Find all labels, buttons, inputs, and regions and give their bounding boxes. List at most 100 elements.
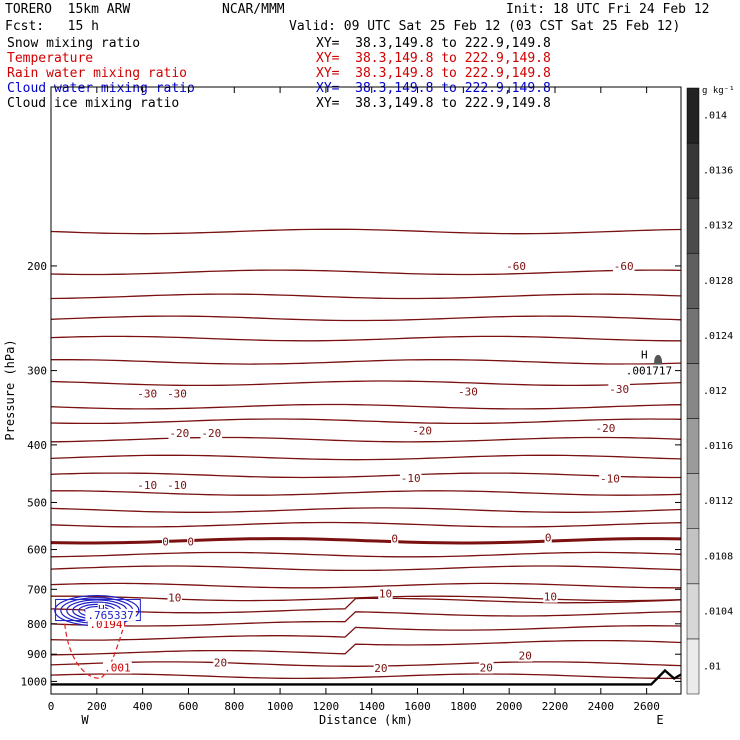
plot-frame	[50, 86, 682, 695]
contour-labels: -60 -60-30 -30 -30 -30-20 -20 -20 -20-10 -10-10-…	[85, 259, 675, 675]
colorbar-tick-label: .012	[703, 386, 727, 397]
temperature-label: 0	[545, 532, 552, 545]
center-label: NCAR/MMM	[222, 2, 285, 17]
field-xy-rain: XY= 38.3,149.8 to 222.9,149.8	[316, 66, 551, 81]
cloud-ice-label: .001717	[626, 365, 672, 378]
colorbar-tick-label: .0136	[703, 166, 733, 177]
x-tick-label: 1800	[450, 700, 477, 713]
temperature-contour-line	[50, 639, 682, 656]
x-tick-label: 800	[224, 700, 244, 713]
temperature-label-bg	[166, 387, 188, 400]
temperature-contour-line	[50, 228, 682, 235]
temperature-label-bg	[166, 478, 188, 491]
temperature-contour-line	[50, 582, 681, 589]
temperature-contour-line	[50, 507, 682, 513]
y-tick-label: 800	[27, 618, 47, 631]
temperature-label: -20	[412, 424, 432, 437]
x-tick-label: 1600	[404, 700, 431, 713]
temperature-label-bg	[187, 535, 195, 548]
y-tick-label: 900	[27, 648, 47, 661]
colorbar-tick-label: .0112	[703, 496, 733, 507]
temperature-label-bg	[505, 259, 527, 272]
cloud-water-label-bg	[97, 602, 105, 615]
x-tick-label: 1200	[313, 700, 340, 713]
temperature-contour-line	[50, 673, 681, 680]
colorbar-unit: g kg⁻¹	[702, 86, 735, 96]
field-xy-temperature: XY= 38.3,149.8 to 222.9,149.8	[316, 51, 551, 66]
temperature-contour-line	[50, 597, 682, 614]
temperature-label-bg	[161, 535, 170, 548]
temperature-contour-line	[50, 625, 682, 641]
temperature-label: -30	[137, 388, 157, 401]
colorbar-segment	[686, 308, 700, 364]
temperature-label: 0	[162, 536, 169, 549]
field-xy-cloud-water: XY= 38.3,149.8 to 222.9,149.8	[316, 81, 551, 96]
temperature-label-bg	[200, 426, 223, 439]
colorbar-segment	[686, 638, 700, 695]
colorbar-segment	[686, 583, 700, 640]
temperature-label-bg	[599, 472, 621, 485]
colorbar-segment	[686, 528, 700, 585]
temperature-label: -20	[595, 422, 615, 435]
y-tick-label: 300	[27, 365, 47, 378]
temperature-contour-line	[50, 293, 682, 300]
temperature-contour-line	[50, 565, 682, 572]
field-name-rain: Rain water mixing ratio	[7, 66, 188, 81]
temperature-label-bg	[479, 661, 494, 674]
temperature-contours	[50, 228, 682, 680]
y-tick-label: 600	[27, 544, 47, 557]
colorbar-tick-label: .0108	[703, 551, 733, 562]
x-tick-label: 2600	[633, 700, 660, 713]
temperature-label: 20	[519, 650, 532, 663]
valid-time: Valid: 09 UTC Sat 25 Feb 12 (03 CST Sat …	[289, 19, 681, 34]
colorbar-tick-label: .0132	[703, 221, 733, 232]
temperature-label-bg	[608, 382, 630, 395]
temperature-label-bg	[457, 385, 479, 398]
temperature-contour-line	[50, 269, 682, 276]
x-axis-east-label: E	[656, 713, 663, 727]
temperature-contour-line	[50, 661, 682, 667]
temperature-contour-line	[51, 490, 682, 496]
x-tick-label: 0	[48, 700, 55, 713]
y-axis-label: Pressure (hPa)	[3, 339, 17, 440]
colorbar-tick-label: .014	[703, 111, 727, 122]
temperature-label: 10	[379, 587, 392, 600]
x-tick-label: 400	[133, 700, 153, 713]
y-tick-label: 700	[27, 583, 47, 596]
colorbar-segment	[686, 473, 700, 529]
temperature-label: -60	[506, 260, 526, 273]
forecast-hour: Fcst: 15 h	[5, 19, 99, 34]
rain-label: .001	[104, 662, 131, 675]
field-name-snow: Snow mixing ratio	[7, 36, 141, 51]
temperature-label-bg	[136, 387, 159, 400]
rain-label-bg	[103, 661, 132, 674]
temperature-label: -10	[600, 473, 620, 486]
temperature-label: -20	[169, 427, 189, 440]
y-tick-label: 200	[27, 260, 47, 273]
temperature-contour-line	[50, 436, 682, 443]
temperature-label-bg	[594, 422, 617, 435]
y-tick-label: 400	[27, 439, 47, 452]
x-axis: 0 200 400 600 800 1000 1200 1400 1600 1800 2000 220…	[48, 87, 660, 713]
model-title: TORERO 15km ARW	[5, 2, 131, 17]
temperature-label: 10	[168, 591, 181, 604]
temperature-label: -20	[201, 427, 221, 440]
x-tick-label: 2000	[496, 700, 523, 713]
x-tick-label: 1000	[267, 700, 294, 713]
temperature-contour-line	[50, 611, 682, 627]
temperature-contour-line	[50, 418, 682, 425]
rain-water-contour	[64, 617, 128, 679]
temperature-label: -60	[614, 260, 634, 273]
temperature-label: 20	[480, 662, 493, 675]
temperature-contour-line	[50, 315, 682, 322]
field-xy-cloud-ice: XY= 38.3,149.8 to 222.9,149.8	[316, 96, 551, 111]
temperature-label: 0	[187, 536, 194, 549]
temperature-contour-line	[50, 335, 681, 342]
colorbar-tick-label: .01	[703, 661, 721, 672]
colorbar-segment	[686, 142, 700, 199]
y-tick-label: 1000	[21, 675, 48, 688]
colorbar-tick-label: .0128	[703, 276, 733, 287]
field-name-cloud-water: Cloud water mixing ratio	[7, 81, 195, 96]
